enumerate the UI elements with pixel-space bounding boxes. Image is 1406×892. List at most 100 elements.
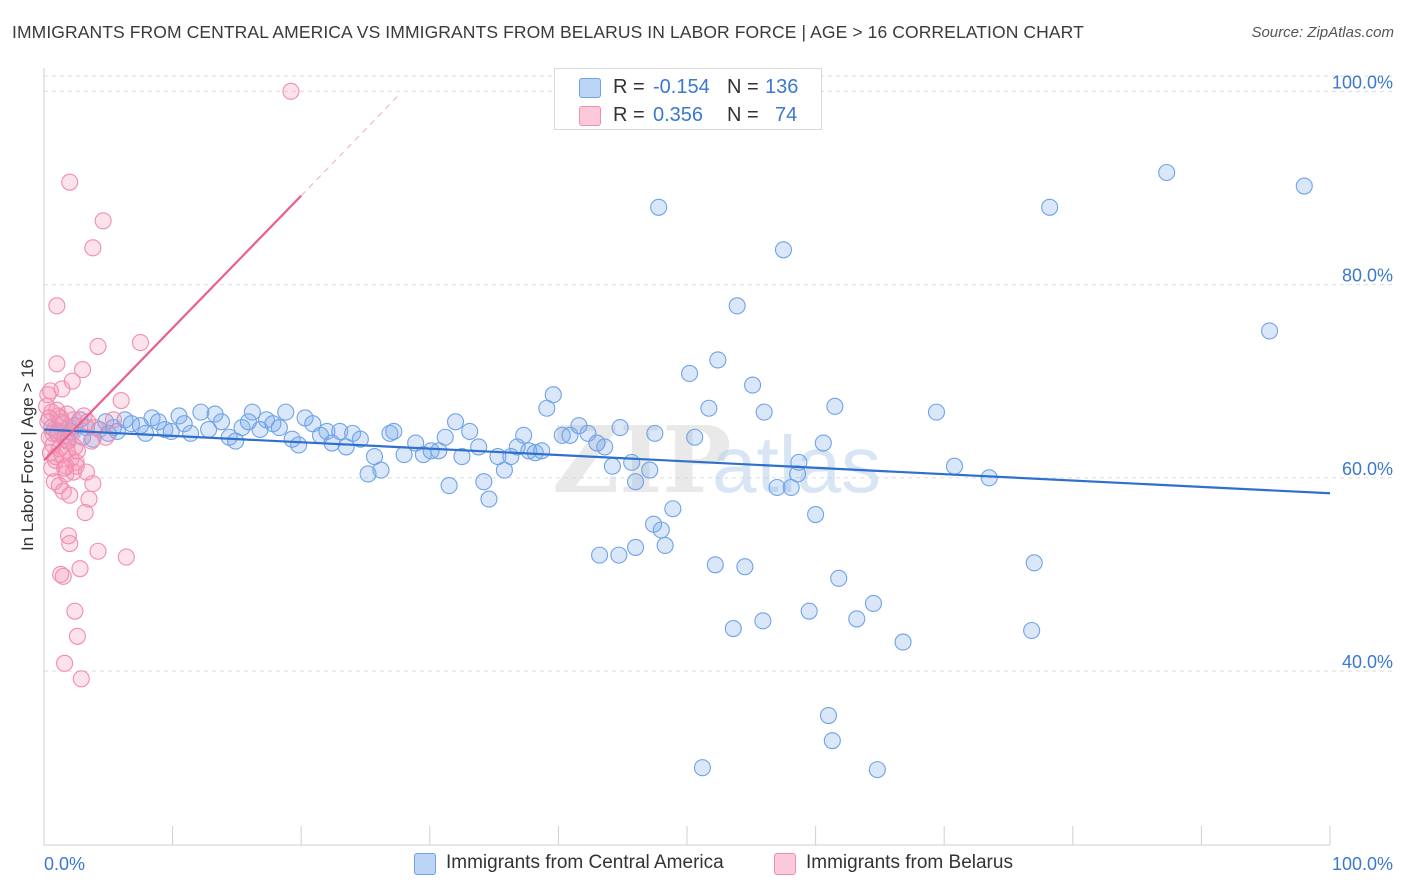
point-belarus <box>63 424 81 442</box>
point-central-america <box>385 422 403 440</box>
point-belarus <box>89 337 107 355</box>
point-central-america <box>440 477 458 495</box>
point-central-america <box>233 419 251 437</box>
point-central-america <box>270 419 288 437</box>
point-central-america <box>823 732 841 750</box>
point-central-america <box>591 546 609 564</box>
point-central-america <box>724 620 742 638</box>
point-central-america <box>706 556 724 574</box>
point-central-america <box>868 761 886 779</box>
point-belarus <box>61 486 79 504</box>
point-central-america <box>864 594 883 612</box>
x-tick-label: 100.0% <box>1332 854 1393 874</box>
point-central-america <box>243 403 261 421</box>
point-central-america <box>331 422 349 440</box>
point-central-america <box>894 633 912 651</box>
y-tick-label: 100.0% <box>1332 72 1393 92</box>
point-central-america <box>652 521 670 539</box>
legend-n-value: 136 <box>765 76 799 98</box>
point-central-america <box>283 430 301 448</box>
point-central-america <box>1295 177 1313 195</box>
point-central-america <box>588 434 606 452</box>
point-central-america <box>446 413 465 431</box>
point-central-america <box>686 428 704 446</box>
point-belarus <box>49 407 67 425</box>
point-belarus <box>67 457 85 475</box>
point-belarus <box>72 670 90 688</box>
point-central-america <box>436 428 454 446</box>
point-central-america <box>156 420 174 439</box>
trend-lines <box>43 95 1331 495</box>
point-central-america <box>480 490 498 508</box>
point-belarus <box>131 333 149 352</box>
point-central-america <box>800 602 818 620</box>
point-central-america <box>175 415 193 433</box>
point-central-america <box>728 297 746 315</box>
point-central-america <box>627 473 645 491</box>
bottom-legend-label: Immigrants from Belarus <box>806 852 1013 873</box>
point-central-america <box>290 436 308 454</box>
point-central-america <box>768 478 786 497</box>
point-belarus <box>104 411 122 429</box>
point-central-america <box>623 453 641 471</box>
point-central-america <box>470 438 488 456</box>
point-central-america <box>927 403 946 421</box>
point-belarus <box>74 361 92 379</box>
y-tick-label: 60.0% <box>1342 459 1393 479</box>
point-belarus <box>68 627 86 645</box>
correlation-legend: R = -0.154 N = 136 R = 0.356 N = 74 <box>554 68 822 130</box>
legend-swatch-central-america <box>579 78 601 98</box>
point-belarus <box>61 173 79 191</box>
point-belarus <box>71 560 89 578</box>
point-central-america <box>453 448 471 466</box>
point-central-america <box>533 442 551 460</box>
point-belarus <box>94 212 112 230</box>
legend-n-label: N = <box>727 76 759 98</box>
point-belarus <box>63 372 81 390</box>
trend-extension-belarus <box>300 95 399 197</box>
point-belarus <box>48 355 66 373</box>
chart-title: IMMIGRANTS FROM CENTRAL AMERICA VS IMMIG… <box>12 22 1084 42</box>
point-central-america <box>646 424 664 442</box>
point-belarus <box>89 542 107 560</box>
point-central-america <box>461 422 479 440</box>
legend-n-value: 74 <box>775 104 798 126</box>
point-central-america <box>774 241 793 259</box>
point-belarus <box>76 504 94 522</box>
source-credit: Source: ZipAtlas.com <box>1251 24 1394 41</box>
point-belarus <box>117 548 135 566</box>
point-central-america <box>641 461 659 479</box>
trend-line-central-america <box>43 428 1331 495</box>
legend-row-belarus: R = 0.356 N = 74 <box>555 101 821 129</box>
point-belarus <box>84 239 102 257</box>
point-central-america <box>610 546 628 564</box>
point-central-america <box>372 461 390 479</box>
point-central-america <box>744 376 762 394</box>
legend-n-label: N = <box>727 104 759 126</box>
point-central-america <box>277 403 295 421</box>
point-belarus <box>61 534 79 553</box>
point-belarus <box>52 565 70 584</box>
point-central-america <box>826 397 844 415</box>
point-central-america <box>807 505 825 524</box>
point-central-america <box>627 538 645 556</box>
point-belarus <box>112 391 130 410</box>
point-belarus <box>83 432 101 450</box>
point-belarus <box>54 567 72 585</box>
point-central-america <box>359 465 377 483</box>
watermark: ZIP atlas <box>552 406 881 514</box>
trend-line-belarus <box>43 194 302 462</box>
point-central-america <box>596 438 614 456</box>
point-central-america <box>693 759 711 777</box>
point-central-america <box>1025 554 1043 572</box>
point-belarus <box>58 442 76 460</box>
point-central-america <box>814 434 832 452</box>
data-points <box>38 82 1313 779</box>
bottom-legend-swatch-belarus <box>774 853 796 875</box>
point-central-america <box>544 386 562 404</box>
legend-r-label: R = <box>613 104 645 126</box>
point-central-america <box>650 198 668 216</box>
point-central-america <box>515 426 533 444</box>
point-central-america <box>1023 621 1041 640</box>
point-central-america <box>192 403 210 421</box>
